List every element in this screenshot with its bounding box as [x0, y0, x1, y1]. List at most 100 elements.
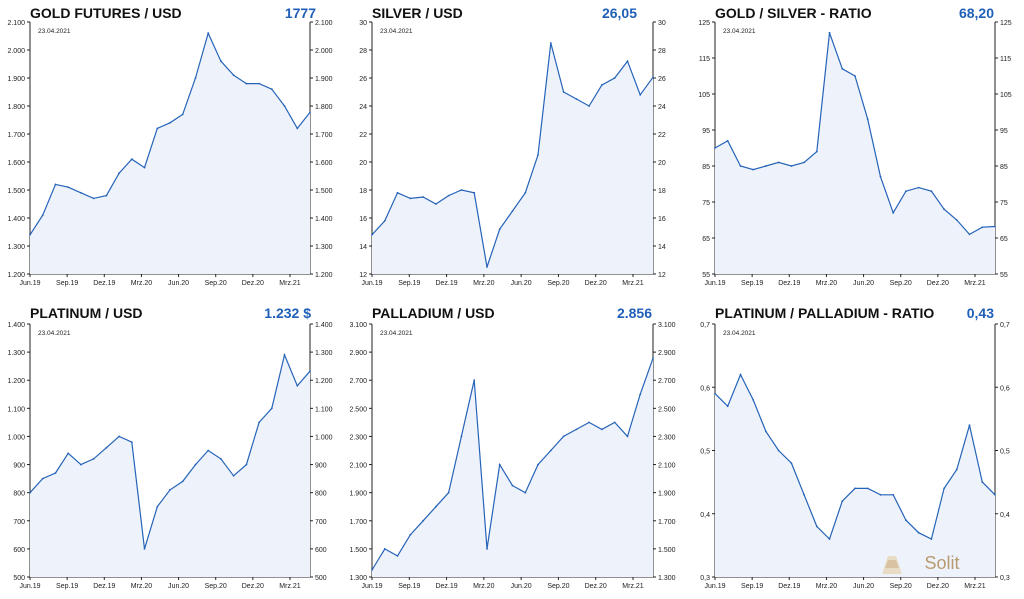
data-point — [80, 191, 82, 194]
data-point — [854, 75, 856, 77]
date-label: 23.04.2021 — [380, 330, 413, 337]
data-point — [80, 463, 82, 466]
y-tick-label: 700 — [13, 519, 25, 526]
data-point — [613, 421, 616, 424]
data-point — [739, 373, 742, 376]
data-point — [258, 82, 260, 85]
chart-title: PLATINUM / PALLADIUM - RATIO — [715, 305, 935, 321]
data-point — [460, 435, 463, 438]
data-point — [156, 505, 159, 508]
data-point — [828, 31, 831, 34]
data-point — [143, 548, 146, 550]
data-point — [828, 538, 831, 540]
data-point — [371, 233, 373, 236]
chart-title: PLATINUM / USD — [30, 305, 143, 321]
x-tick-label: Jun.20 — [168, 583, 189, 590]
data-point — [383, 219, 386, 222]
data-point — [777, 449, 780, 452]
data-point — [194, 77, 197, 79]
data-point — [803, 493, 805, 496]
y-tick-label: 700 — [315, 519, 327, 526]
x-tick-label: Dez.20 — [927, 280, 949, 287]
y-tick-label: 1.400 — [315, 216, 333, 223]
y-tick-label: 22 — [359, 132, 367, 139]
y-tick-label: 1.300 — [349, 575, 367, 582]
y-tick-label: 2.100 — [349, 463, 367, 470]
data-point — [41, 214, 44, 217]
y-tick-label: 1.200 — [7, 272, 25, 279]
data-point — [396, 191, 399, 194]
y-tick-label: 24 — [359, 104, 367, 111]
y-tick-label: 0,5 — [1000, 449, 1010, 456]
x-tick-label: Sep.20 — [890, 280, 912, 287]
x-tick-label: Jun.19 — [704, 280, 725, 287]
x-tick-label: Mrz.20 — [131, 280, 153, 287]
chart-value: 68,20 — [958, 5, 994, 21]
data-point — [588, 421, 590, 424]
data-point — [879, 493, 882, 496]
data-point — [752, 399, 755, 401]
y-tick-label: 85 — [1000, 164, 1008, 171]
x-tick-label: Dez.19 — [778, 280, 800, 287]
data-point — [537, 154, 539, 156]
data-point — [613, 77, 616, 79]
data-point — [739, 165, 742, 167]
data-point — [54, 183, 57, 186]
data-point — [943, 487, 945, 490]
data-point — [207, 449, 210, 452]
chart-title: GOLD FUTURES / USD — [30, 5, 182, 21]
data-point — [726, 405, 729, 408]
y-tick-label: 0,7 — [700, 322, 710, 329]
data-point — [232, 474, 235, 477]
data-point — [232, 74, 235, 77]
y-tick-label: 1.500 — [658, 547, 676, 554]
x-tick-label: Jun.20 — [168, 280, 189, 287]
data-point — [409, 197, 412, 200]
y-tick-label: 1.200 — [315, 378, 333, 385]
data-point — [537, 463, 539, 466]
x-tick-label: Mrz.21 — [279, 583, 301, 590]
y-tick-label: 0,4 — [700, 512, 710, 519]
x-tick-label: Sep.19 — [56, 280, 78, 287]
data-point — [309, 370, 311, 373]
data-point — [866, 118, 869, 121]
chart-value: 26,05 — [601, 5, 637, 21]
x-tick-label: Dez.19 — [435, 583, 457, 590]
y-tick-label: 75 — [1000, 200, 1008, 207]
data-point — [981, 226, 984, 229]
y-tick-label: 26 — [658, 76, 666, 83]
data-point — [994, 225, 996, 228]
x-tick-label: Mrz.21 — [622, 583, 644, 590]
x-tick-label: Jun.20 — [853, 583, 874, 590]
y-tick-label: 65 — [1000, 236, 1008, 243]
x-tick-label: Sep.20 — [547, 280, 569, 287]
chart-title: GOLD / SILVER - RATIO — [715, 5, 872, 21]
data-point — [486, 548, 488, 550]
data-point — [511, 484, 514, 487]
x-tick-label: Mrz.20 — [473, 280, 495, 287]
data-point — [435, 203, 437, 205]
data-point — [460, 189, 463, 191]
x-tick-label: Jun.20 — [853, 280, 874, 287]
y-tick-label: 1.500 — [349, 547, 367, 554]
y-tick-label: 1.100 — [315, 406, 333, 413]
data-point — [511, 210, 514, 212]
y-tick-label: 1.600 — [7, 160, 25, 167]
data-point — [575, 428, 578, 431]
data-point — [714, 147, 716, 149]
data-point — [879, 175, 882, 178]
chart-title: PALLADIUM / USD — [372, 305, 495, 321]
data-point — [92, 458, 95, 460]
data-point — [968, 233, 971, 236]
y-tick-label: 1.300 — [315, 244, 333, 251]
series-area — [372, 43, 653, 274]
data-point — [130, 441, 133, 443]
data-point — [435, 505, 437, 508]
data-point — [245, 82, 248, 85]
data-point — [473, 379, 476, 382]
data-point — [422, 196, 424, 198]
y-tick-label: 55 — [1000, 272, 1008, 279]
data-point — [892, 493, 895, 496]
y-tick-label: 2.000 — [7, 48, 25, 55]
x-tick-label: Mrz.20 — [131, 583, 153, 590]
